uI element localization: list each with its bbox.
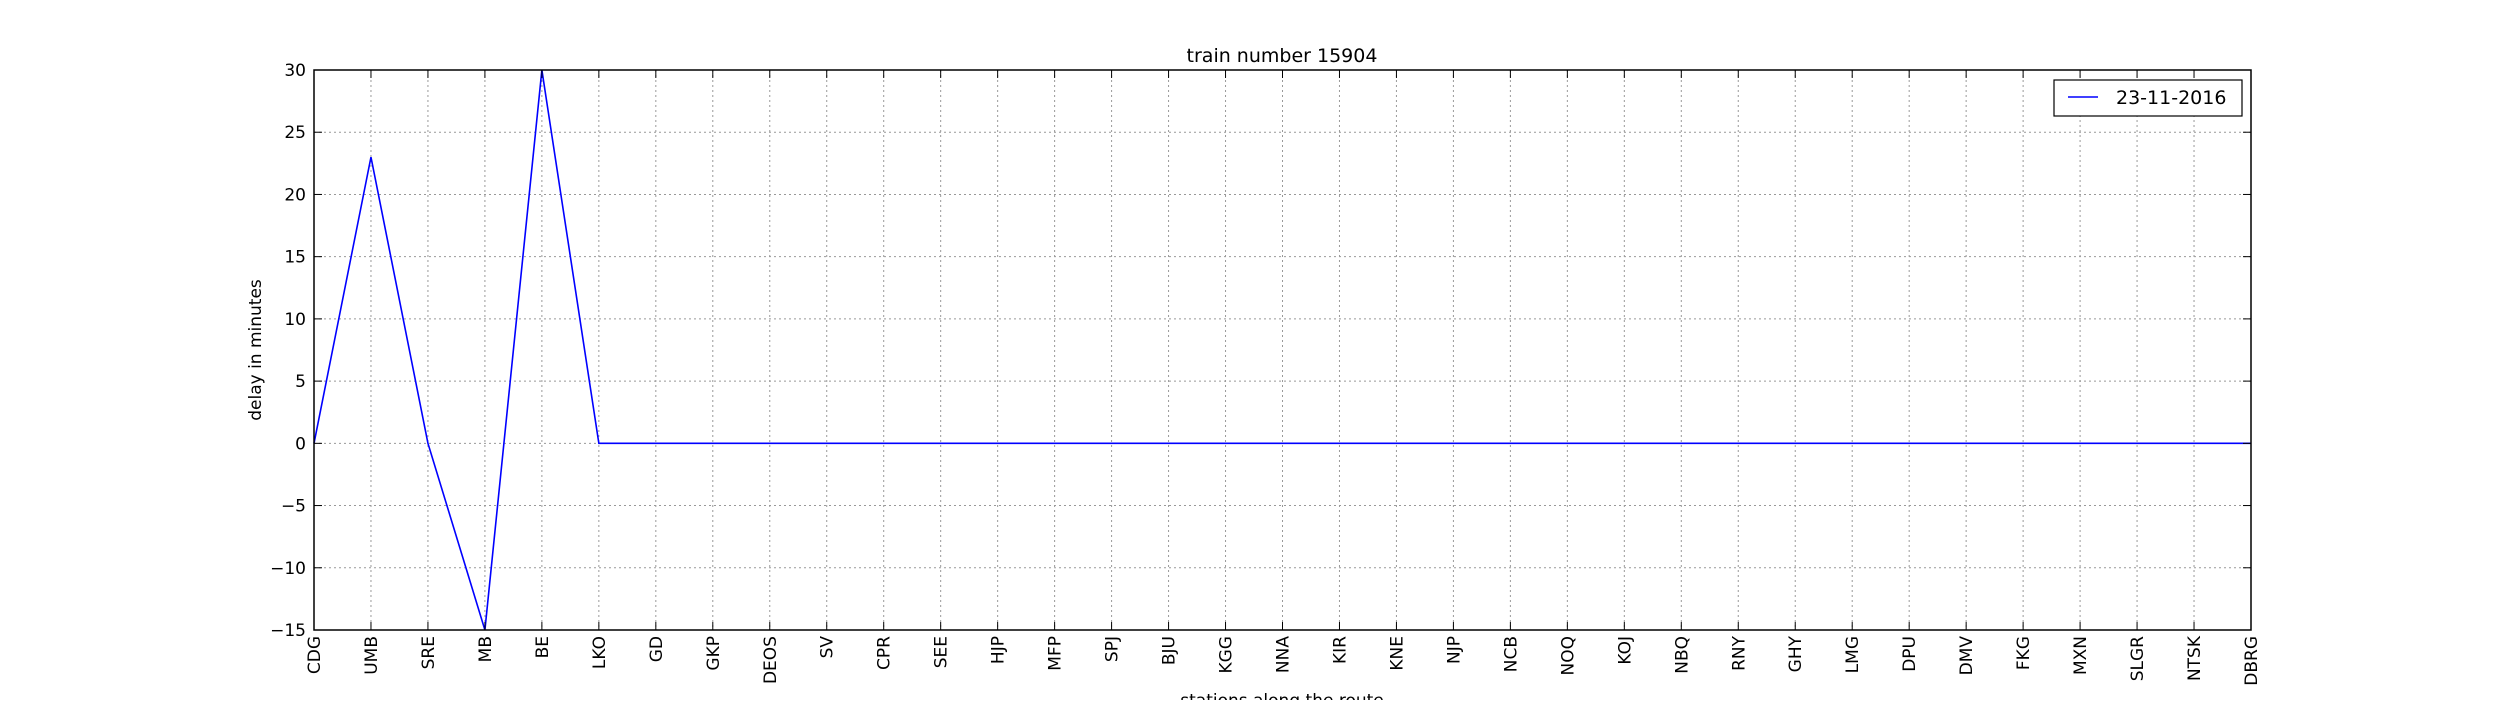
x-tick-label: HJP (989, 636, 1009, 664)
x-tick-label: BJU (1160, 636, 1180, 665)
y-tick-label: −5 (281, 497, 306, 517)
y-tick-label: 15 (284, 248, 306, 268)
x-tick-label: NTSK (2185, 635, 2205, 681)
legend: 23-11-2016 (2054, 80, 2242, 116)
y-tick-label: 0 (295, 434, 306, 454)
y-axis-label: delay in minutes (246, 279, 266, 421)
grid-lines (314, 70, 2251, 630)
x-tick-label: DEOS (761, 636, 781, 684)
x-tick-label: FKG (2014, 636, 2034, 670)
x-tick-label: SV (818, 636, 838, 659)
x-tick-label: BE (533, 636, 553, 658)
y-tick-label: 5 (295, 372, 306, 392)
y-tick-label: 20 (284, 185, 306, 205)
x-axis-ticks: CDG UMB SRE MB BE LKO GD GKP DEOS SV CPR SEE HJP MFP S… (305, 70, 2262, 686)
x-tick-label: KGG (1217, 636, 1237, 674)
x-tick-label: NBQ (1672, 636, 1692, 674)
y-tick-label: −15 (270, 621, 306, 641)
x-axis-label: stations along the route (1180, 691, 1384, 700)
x-tick-label: SLGR (2128, 636, 2148, 681)
x-tick-label: UMB (362, 636, 382, 675)
x-tick-label: SEE (932, 636, 952, 668)
x-tick-label: DPU (1900, 636, 1920, 672)
x-tick-label: SRE (419, 636, 439, 669)
legend-label: 23-11-2016 (2116, 87, 2226, 109)
x-tick-label: CDG (305, 636, 325, 674)
y-tick-label: 25 (284, 123, 306, 143)
x-tick-label: LMG (1843, 636, 1863, 673)
x-tick-label: DMV (1957, 636, 1977, 676)
y-tick-label: −10 (270, 559, 306, 579)
x-tick-label: MB (476, 636, 496, 662)
y-tick-label: 30 (284, 61, 306, 81)
x-tick-label: KIR (1330, 636, 1350, 664)
x-tick-label: KOJ (1615, 636, 1635, 665)
x-tick-label: NCB (1501, 636, 1521, 672)
x-tick-label: RNY (1729, 635, 1749, 671)
x-tick-label: LKO (590, 636, 610, 669)
x-tick-label: GHY (1786, 635, 1806, 672)
y-tick-label: 10 (284, 310, 306, 330)
chart-title: train number 15904 (1187, 45, 1378, 67)
x-tick-label: MFP (1046, 636, 1066, 671)
x-tick-label: SPJ (1103, 636, 1123, 662)
x-tick-label: DBRG (2242, 636, 2262, 686)
x-tick-label: NNA (1274, 636, 1294, 673)
x-tick-label: KNE (1387, 636, 1407, 671)
x-tick-label: NOQ (1558, 636, 1578, 675)
x-tick-label: GKP (704, 636, 724, 671)
x-tick-label: NJP (1444, 636, 1464, 664)
x-tick-label: MXN (2071, 636, 2091, 675)
x-tick-label: GD (647, 636, 667, 662)
y-axis-ticks: 30 25 20 15 10 5 0 −5 −10 −15 (270, 61, 2251, 641)
x-tick-label: CPR (875, 636, 895, 670)
